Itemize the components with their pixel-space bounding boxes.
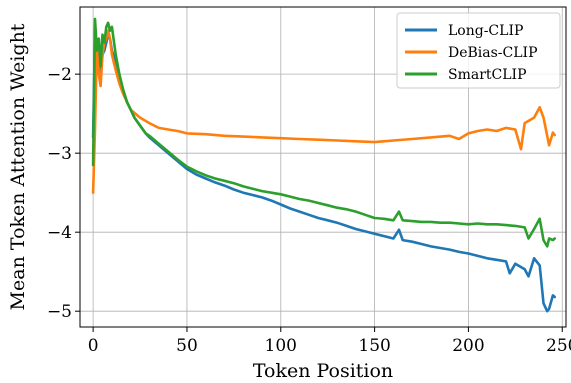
axis-ticks: 0 50 100 150 200 250 −5 −4 −3 −2 xyxy=(47,65,571,356)
y-tick-label: −2 xyxy=(47,65,72,85)
legend: Long-CLIP DeBias-CLIP SmartCLIP xyxy=(396,12,561,89)
y-tick-label: −3 xyxy=(47,144,72,164)
series-line-debias-clip xyxy=(91,29,556,194)
legend-label: Long-CLIP xyxy=(448,23,523,39)
x-tick-label: 100 xyxy=(265,336,297,356)
x-tick-label: 150 xyxy=(358,336,390,356)
plot-frame xyxy=(79,6,567,328)
x-tick-label: 50 xyxy=(176,336,198,356)
legend-label: SmartCLIP xyxy=(448,67,527,83)
y-tick-label: −4 xyxy=(47,223,72,243)
x-axis-label: Token Position xyxy=(253,360,393,382)
series-line-smartclip xyxy=(91,17,556,248)
legend-box xyxy=(396,12,561,89)
x-tick-label: 0 xyxy=(88,336,99,356)
y-axis-label: Mean Token Attention Weight xyxy=(7,23,29,310)
x-tick-label: 250 xyxy=(546,336,571,356)
legend-label: DeBias-CLIP xyxy=(448,45,538,61)
y-tick-label: −5 xyxy=(47,302,72,322)
series-lines xyxy=(91,17,556,313)
x-tick-label: 200 xyxy=(452,336,484,356)
